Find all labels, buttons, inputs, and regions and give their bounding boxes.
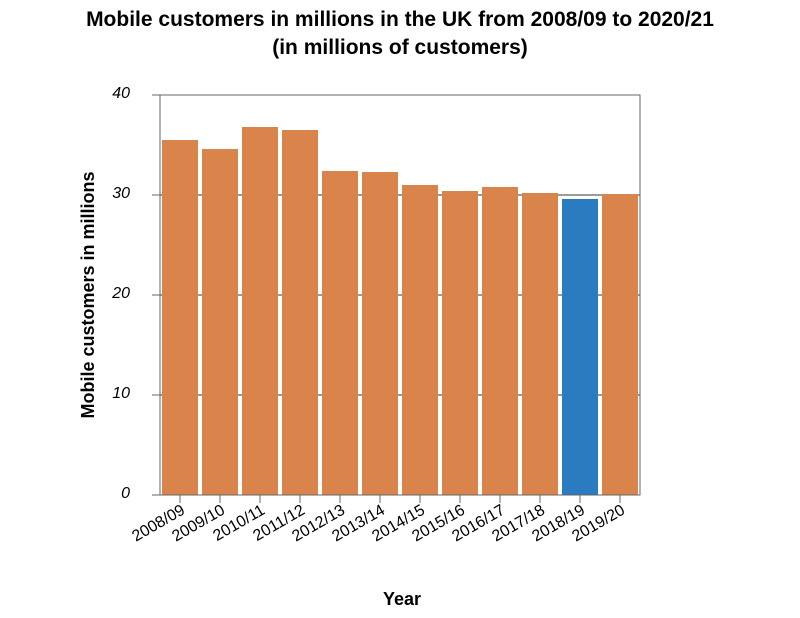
bar-2018-19 bbox=[562, 199, 598, 495]
bar-2011-12 bbox=[282, 130, 318, 495]
chart-title: Mobile customers in millions in the UK f… bbox=[0, 6, 800, 62]
gridlines bbox=[160, 194, 640, 396]
x-axis-title: Year bbox=[383, 589, 421, 609]
bar-2012-13 bbox=[322, 171, 358, 495]
chart-subtitle: (in millions of customers) bbox=[272, 36, 528, 59]
bar-2016-17 bbox=[482, 187, 518, 495]
bar-2013-14 bbox=[362, 172, 398, 495]
bar-2010-11 bbox=[242, 127, 278, 495]
bars bbox=[162, 127, 638, 495]
bar-2009-10 bbox=[202, 149, 238, 495]
y-tick-label: 40 bbox=[112, 85, 130, 102]
y-axis-title: Mobile customers in millions bbox=[78, 171, 98, 418]
chart-title-line: Mobile customers in millions in the UK f… bbox=[86, 8, 714, 31]
y-tick-label: 30 bbox=[112, 185, 130, 202]
bar-2008-09 bbox=[162, 140, 198, 495]
bar-2017-18 bbox=[522, 193, 558, 495]
bar-2015-16 bbox=[442, 191, 478, 495]
y-axis: 0 10 20 30 40 bbox=[111, 85, 160, 502]
y-tick-label: 20 bbox=[111, 285, 130, 302]
x-axis: 2008/092009/102010/112011/122012/132013/… bbox=[129, 495, 628, 545]
bar-2014-15 bbox=[402, 185, 438, 495]
y-tick-label: 0 bbox=[121, 485, 130, 502]
bar-2019-20 bbox=[602, 194, 638, 495]
y-tick-label: 10 bbox=[112, 385, 130, 402]
